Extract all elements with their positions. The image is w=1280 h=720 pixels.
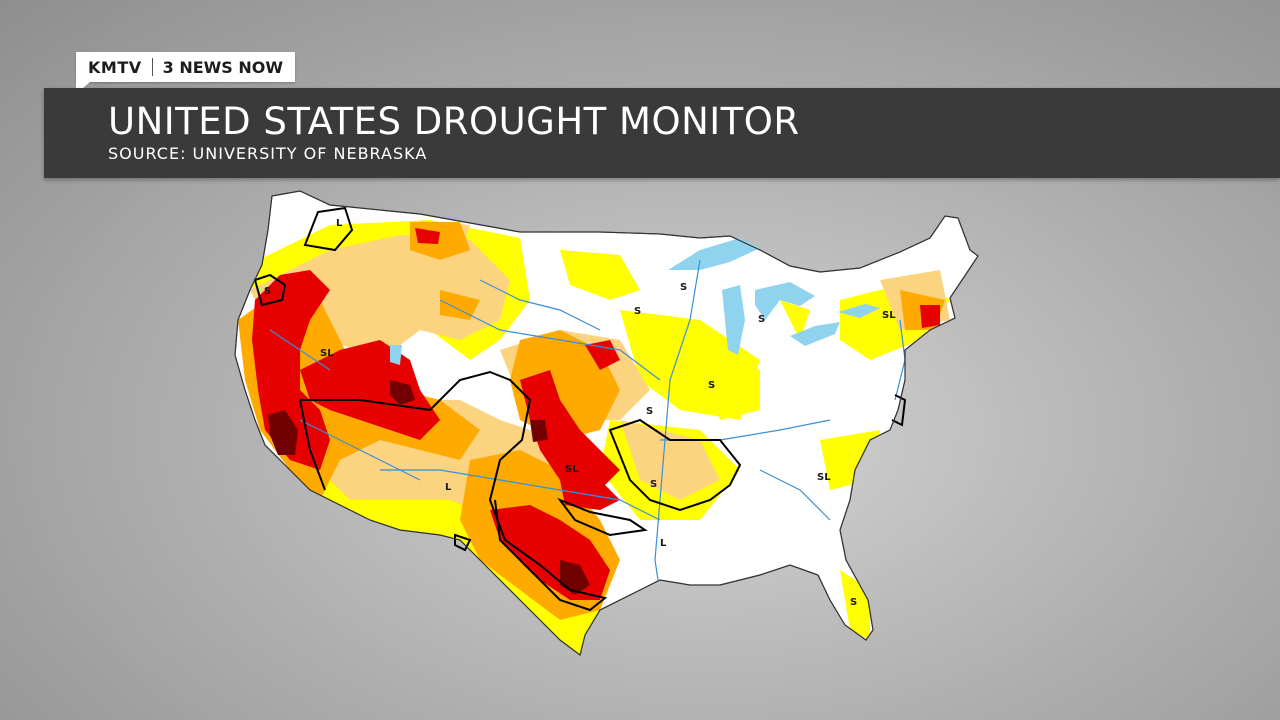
- great-lakes: [390, 238, 880, 365]
- d1-moderate-drought: [250, 220, 950, 540]
- impact-label: S: [758, 314, 765, 325]
- impact-label: SL: [565, 464, 579, 475]
- impact-label: L: [445, 482, 452, 493]
- brand-divider: [151, 58, 153, 76]
- d0-abnormally-dry: [238, 220, 950, 655]
- impact-label: S: [650, 479, 657, 490]
- impact-label: S: [646, 406, 653, 417]
- show-name: 3 NEWS NOW: [162, 57, 284, 77]
- source-subtitle: SOURCE: UNIVERSITY OF NEBRASKA: [108, 144, 428, 163]
- impact-label: S: [680, 282, 687, 293]
- impact-label: S: [264, 286, 271, 297]
- impact-label: S: [850, 597, 857, 608]
- impact-label: SL: [320, 348, 334, 359]
- station-bug: KMTV 3 NEWS NOW: [76, 52, 296, 94]
- impact-labels: L SL S S S S S SL L SL S L SL S S: [264, 218, 896, 608]
- impact-label: S: [708, 380, 715, 391]
- impact-label: L: [660, 538, 667, 549]
- us-border: [234, 190, 979, 656]
- river-network: [269, 259, 906, 581]
- impact-label: SL: [817, 472, 831, 483]
- impact-label: L: [336, 218, 343, 229]
- impact-boundaries: [253, 206, 907, 612]
- d4-exceptional-drought: [268, 380, 590, 595]
- title-banner: UNITED STATES DROUGHT MONITOR SOURCE: UN…: [44, 88, 1280, 178]
- d2-severe-drought: [238, 222, 945, 620]
- us-landmass: [234, 190, 979, 656]
- station-callsign: KMTV: [88, 57, 142, 77]
- drought-layers: [238, 220, 950, 655]
- impact-label: SL: [882, 310, 896, 321]
- impact-label: S: [634, 306, 641, 317]
- page-title: UNITED STATES DROUGHT MONITOR: [108, 100, 800, 143]
- d3-extreme-drought: [252, 228, 940, 600]
